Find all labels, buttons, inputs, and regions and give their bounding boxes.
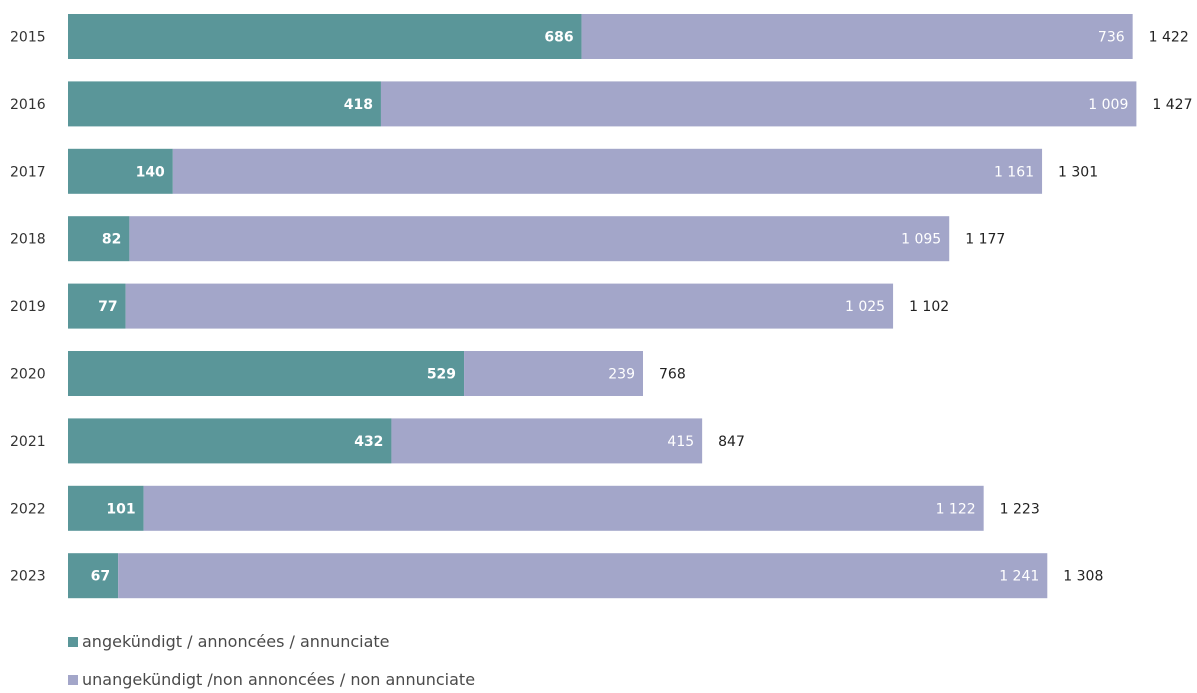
year-label: 2019 bbox=[10, 299, 46, 315]
total-label: 1 427 bbox=[1152, 97, 1192, 113]
value-label-unannounced: 415 bbox=[667, 434, 694, 450]
value-label-announced: 529 bbox=[427, 367, 456, 383]
bar-segment-announced bbox=[68, 283, 126, 329]
value-label-announced: 140 bbox=[136, 164, 165, 180]
year-label: 2022 bbox=[10, 501, 46, 517]
year-label: 2020 bbox=[10, 367, 46, 383]
stacked-bar-chart: 2015 686 736 1 422 2016 418 1 009 1 427 2017 140 1… bbox=[10, 14, 1192, 599]
bar-segment-announced bbox=[68, 351, 465, 396]
legend-item-unannounced: unangekündigt /non annoncées / non annun… bbox=[68, 670, 475, 689]
value-label-unannounced: 1 009 bbox=[1088, 97, 1128, 113]
year-label: 2023 bbox=[10, 569, 46, 585]
legend-label-announced: angekündigt / annoncées / annunciate bbox=[82, 632, 390, 651]
year-label: 2017 bbox=[10, 164, 46, 180]
year-label: 2016 bbox=[10, 97, 46, 113]
value-label-announced: 82 bbox=[102, 232, 121, 248]
bar-segment-unannounced bbox=[391, 418, 703, 464]
bar-segment-unannounced bbox=[464, 351, 644, 396]
bar-segment-announced bbox=[68, 485, 144, 531]
value-label-unannounced: 239 bbox=[608, 367, 635, 383]
total-label: 1 301 bbox=[1058, 164, 1098, 180]
value-label-unannounced: 1 122 bbox=[936, 501, 976, 517]
value-label-announced: 418 bbox=[344, 97, 373, 113]
bar-segment-announced bbox=[68, 553, 119, 599]
legend-label-unannounced: unangekündigt /non annoncées / non annun… bbox=[82, 670, 476, 689]
bar-segment-unannounced bbox=[129, 216, 950, 262]
total-label: 1 177 bbox=[965, 232, 1005, 248]
total-label: 768 bbox=[659, 367, 686, 383]
bar-segment-announced bbox=[68, 418, 392, 464]
legend-swatch-unannounced bbox=[68, 674, 78, 685]
legend-swatch-announced bbox=[68, 636, 78, 647]
value-label-unannounced: 1 241 bbox=[999, 569, 1039, 585]
bar-segment-announced bbox=[68, 216, 130, 262]
value-label-announced: 67 bbox=[91, 569, 110, 585]
value-label-unannounced: 1 025 bbox=[845, 299, 885, 315]
legend-item-announced: angekündigt / annoncées / annunciate bbox=[68, 632, 390, 651]
bar-segment-announced bbox=[68, 14, 582, 59]
value-label-unannounced: 736 bbox=[1098, 30, 1125, 46]
year-label: 2018 bbox=[10, 232, 46, 248]
value-label-announced: 686 bbox=[544, 30, 573, 46]
bar-segment-unannounced bbox=[125, 283, 894, 329]
bar-segment-unannounced bbox=[143, 485, 984, 531]
bar-segment-announced bbox=[68, 148, 173, 194]
bar-segment-unannounced bbox=[380, 81, 1137, 127]
year-label: 2015 bbox=[10, 30, 46, 46]
bar-segment-unannounced bbox=[172, 148, 1043, 194]
bar-segment-unannounced bbox=[581, 14, 1133, 59]
year-label: 2021 bbox=[10, 434, 46, 450]
bar-segment-unannounced bbox=[118, 553, 1048, 599]
bar-segment-announced bbox=[68, 81, 381, 127]
total-label: 847 bbox=[718, 434, 745, 450]
total-label: 1 422 bbox=[1149, 30, 1189, 46]
value-label-unannounced: 1 095 bbox=[901, 232, 941, 248]
value-label-unannounced: 1 161 bbox=[994, 164, 1034, 180]
total-label: 1 223 bbox=[1000, 501, 1040, 517]
value-label-announced: 77 bbox=[98, 299, 117, 315]
total-label: 1 102 bbox=[909, 299, 949, 315]
value-label-announced: 101 bbox=[106, 501, 135, 517]
total-label: 1 308 bbox=[1063, 569, 1103, 585]
value-label-announced: 432 bbox=[354, 434, 383, 450]
